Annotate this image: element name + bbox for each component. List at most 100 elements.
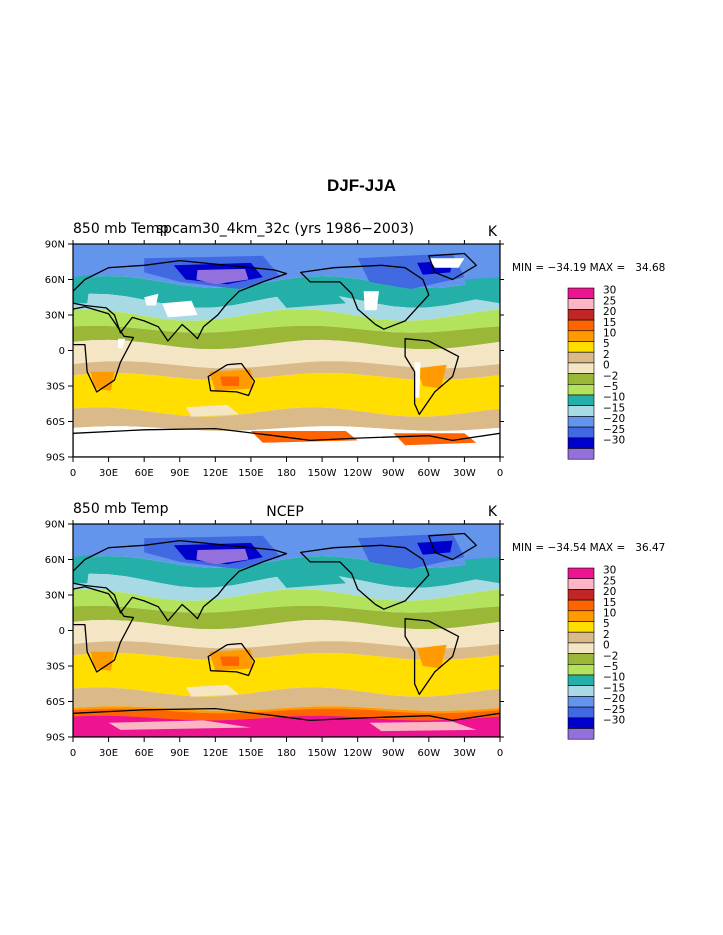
- x-tick-label: 90E: [170, 468, 189, 479]
- colorbar-swatch: [567, 341, 595, 353]
- siberia-min-core: [196, 548, 249, 565]
- colorbar-label: −5: [603, 381, 618, 393]
- x-tick-label: 90W: [382, 748, 405, 759]
- colorbar-swatch: [567, 706, 595, 719]
- missing-data-region: [363, 291, 379, 311]
- missing-data-region: [144, 293, 159, 306]
- band-south-midlat: [73, 687, 500, 711]
- colorbar-label: −30: [603, 435, 625, 447]
- colorbar-label: 20: [603, 586, 616, 598]
- y-tick-label: 60N: [45, 555, 65, 566]
- y-tick-label: 30N: [45, 311, 65, 322]
- x-tick-label: 120E: [203, 468, 228, 479]
- colorbar-label: −25: [603, 424, 625, 436]
- x-tick-label: 150W: [308, 468, 337, 479]
- colorbar-label: −20: [603, 693, 625, 705]
- band-midlat-north: [73, 276, 500, 308]
- left-label: 850 mb Temp: [73, 501, 169, 517]
- x-tick-label: 0: [497, 748, 503, 759]
- colorbar-label: −10: [603, 392, 625, 404]
- colorbar-swatch: [567, 696, 595, 708]
- north-atlantic-tongue: [464, 557, 500, 584]
- page-title: DJF-JJA: [327, 176, 396, 195]
- colorbar-label: 10: [603, 608, 616, 620]
- continent-outlines: [73, 532, 500, 737]
- north-pacific-tongue: [274, 571, 346, 588]
- left-label: 850 mb Temp: [73, 221, 169, 237]
- x-tick-label: 0: [70, 468, 76, 479]
- units-label: K: [488, 224, 498, 240]
- colorbar-swatch: [567, 330, 595, 342]
- greenland-outline: [428, 532, 477, 561]
- y-tick-label: 90N: [45, 240, 65, 251]
- x-tick-label: 30W: [453, 468, 476, 479]
- south-africa-warm: [90, 371, 115, 391]
- x-tick-label: 30E: [99, 468, 118, 479]
- colorbar-label: −15: [603, 402, 625, 414]
- colorbar-label: −2: [603, 370, 618, 382]
- min-max-label: MIN = −34.19 MAX = 34.68: [512, 262, 665, 274]
- colorbar-label: 0: [603, 360, 610, 372]
- y-tick-label: 60S: [46, 697, 65, 708]
- x-tick-label: 30E: [99, 748, 118, 759]
- north-atlantic-tongue: [464, 277, 500, 304]
- colorbar-label: 20: [603, 306, 616, 318]
- y-tick-label: 30S: [46, 382, 65, 393]
- colorbar-swatch: [567, 578, 595, 590]
- band-deep-tropics: [73, 605, 500, 630]
- colorbar-swatch: [567, 373, 595, 385]
- y-tick-label: 30N: [45, 591, 65, 602]
- x-tick-label: 180: [277, 748, 296, 759]
- contour-field: [73, 244, 500, 457]
- y-tick-label: 30S: [46, 662, 65, 673]
- band-south-subtropics: [73, 653, 500, 697]
- eurasia-outline: [73, 539, 288, 622]
- colorbar-swatch: [567, 448, 595, 460]
- min-max-label: MIN = −34.54 MAX = 36.47: [512, 542, 665, 554]
- colorbar-label: −30: [603, 715, 625, 727]
- colorbar-label: −20: [603, 413, 625, 425]
- x-tick-label: 150E: [238, 748, 263, 759]
- colorbar-label: 5: [603, 338, 610, 350]
- colorbar-label: −10: [603, 672, 625, 684]
- africa-outline: [73, 586, 135, 673]
- colorbar-label: 15: [603, 317, 616, 329]
- antarctic-pink-patch: [108, 720, 251, 730]
- x-tick-label: 90E: [170, 748, 189, 759]
- colorbar-swatch: [567, 674, 595, 686]
- colorbar-label: 30: [603, 285, 616, 297]
- y-tick-label: 0: [59, 346, 65, 357]
- colorbar-label: 2: [603, 629, 610, 641]
- missing-data-region: [118, 338, 126, 349]
- colorbar-swatch: [567, 309, 595, 321]
- missing-data-region: [414, 362, 421, 398]
- band-deep-tropics: [73, 325, 500, 350]
- north-america-outline: [300, 544, 430, 610]
- x-tick-label: 60W: [418, 468, 441, 479]
- band-equator: [73, 619, 500, 649]
- antarctica-outline: [73, 707, 500, 737]
- colorbar-swatch: [567, 685, 595, 697]
- colorbar-swatch: [567, 599, 595, 612]
- colorbar-label: 10: [603, 328, 616, 340]
- colorbar-swatch: [567, 362, 595, 374]
- center-label: NCEP: [266, 504, 304, 520]
- x-tick-label: 90W: [382, 468, 405, 479]
- colorbar-swatch: [567, 384, 595, 396]
- colorbar-label: −15: [603, 682, 625, 694]
- colorbar-swatch: [567, 416, 595, 428]
- north-atlantic-tongue: [73, 274, 91, 304]
- x-tick-label: 30W: [453, 748, 476, 759]
- band-south-tropics: [73, 361, 500, 381]
- colorbar-label: 25: [603, 575, 616, 587]
- band-south-tropics: [73, 641, 500, 661]
- south-africa-warm: [90, 651, 115, 671]
- units-label: K: [488, 504, 498, 520]
- north-pacific-tongue: [274, 291, 346, 308]
- band-south-midlat: [73, 407, 500, 431]
- australia-outline: [207, 642, 256, 677]
- colorbar-swatch: [567, 287, 595, 299]
- x-tick-label: 60E: [135, 468, 154, 479]
